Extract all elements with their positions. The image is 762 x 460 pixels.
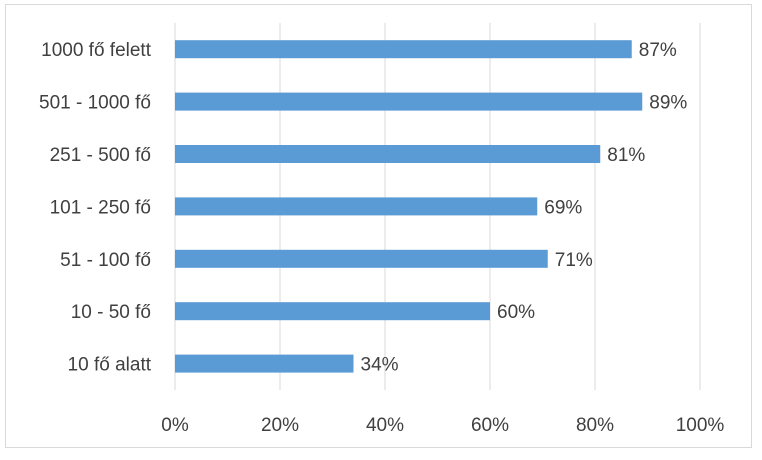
- data-label: 69%: [544, 197, 582, 218]
- data-label: 89%: [649, 93, 687, 114]
- category-label: 1000 fő felett: [41, 40, 152, 61]
- x-tick-label: 80%: [576, 415, 614, 436]
- bar: [175, 92, 643, 111]
- data-label: 34%: [361, 355, 399, 376]
- category-label: 10 fő alatt: [68, 355, 152, 376]
- chart-frame: [5, 4, 752, 448]
- bar: [175, 354, 354, 373]
- category-label: 51 - 100 fő: [60, 250, 151, 271]
- bar: [175, 40, 632, 59]
- data-label: 71%: [555, 250, 593, 271]
- x-tick-label: 60%: [471, 415, 509, 436]
- bar: [175, 145, 601, 163]
- category-label: 10 - 50 fő: [71, 302, 151, 323]
- x-tick-label: 40%: [366, 415, 404, 436]
- bar: [175, 302, 490, 321]
- category-label: 101 - 250 fő: [50, 197, 151, 218]
- data-label: 87%: [639, 40, 677, 61]
- bar: [175, 249, 548, 268]
- category-label: 251 - 500 fő: [50, 145, 151, 166]
- x-tick-label: 20%: [261, 415, 299, 436]
- x-tick-label: 100%: [676, 415, 725, 436]
- data-label: 81%: [607, 145, 645, 166]
- bar: [175, 197, 538, 216]
- category-label: 501 - 1000 fő: [39, 93, 151, 114]
- data-label: 60%: [497, 302, 535, 323]
- x-tick-label: 0%: [161, 415, 189, 436]
